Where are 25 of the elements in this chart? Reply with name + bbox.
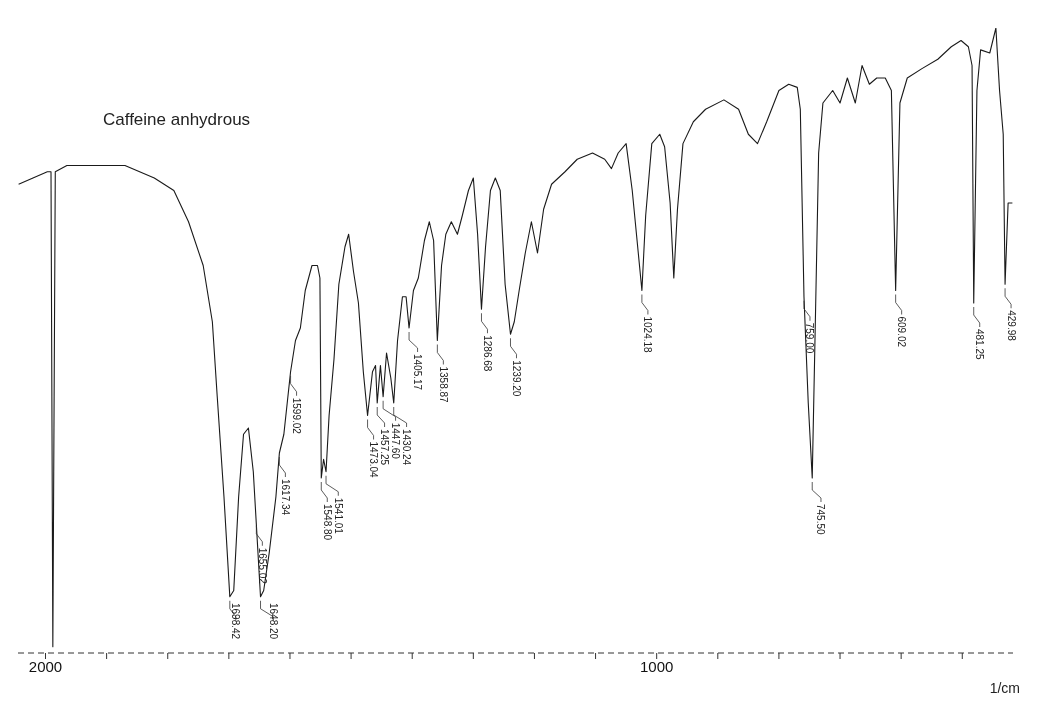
annotation: 1358.87	[437, 366, 449, 404]
annotation: 481.25	[974, 329, 986, 361]
annotation: 1405.17	[412, 354, 424, 391]
annotation: 1698.42	[230, 603, 242, 640]
annotation: 1548.80	[321, 504, 333, 541]
x-tick-label: 1000	[639, 657, 674, 675]
annotation: 1599.02	[291, 397, 303, 435]
annotation: 1617.34	[279, 479, 291, 516]
annotation: 1430.24	[401, 429, 413, 466]
annotation: 1024.18	[642, 316, 654, 354]
annotation: 1648.20	[267, 603, 279, 640]
annotation: 1447.60	[390, 422, 402, 460]
text: Caffeine anhydrous	[103, 110, 251, 130]
annotation: 429.98	[1005, 310, 1017, 342]
annotation: 759.00	[804, 322, 816, 354]
annotation: 1457.25	[379, 429, 391, 466]
annotation: 1655.02	[256, 547, 268, 585]
annotation: 745.50	[815, 504, 827, 536]
x-tick-label: 2000	[28, 657, 63, 675]
annotation: 1286.68	[481, 335, 493, 372]
annotation: 1541.01	[332, 497, 344, 535]
annotation: 1473.04	[368, 441, 380, 479]
annotation: 609.02	[896, 316, 908, 348]
annotation: 1239.20	[510, 360, 522, 397]
x-axis-title: 1/cm	[989, 680, 1020, 696]
